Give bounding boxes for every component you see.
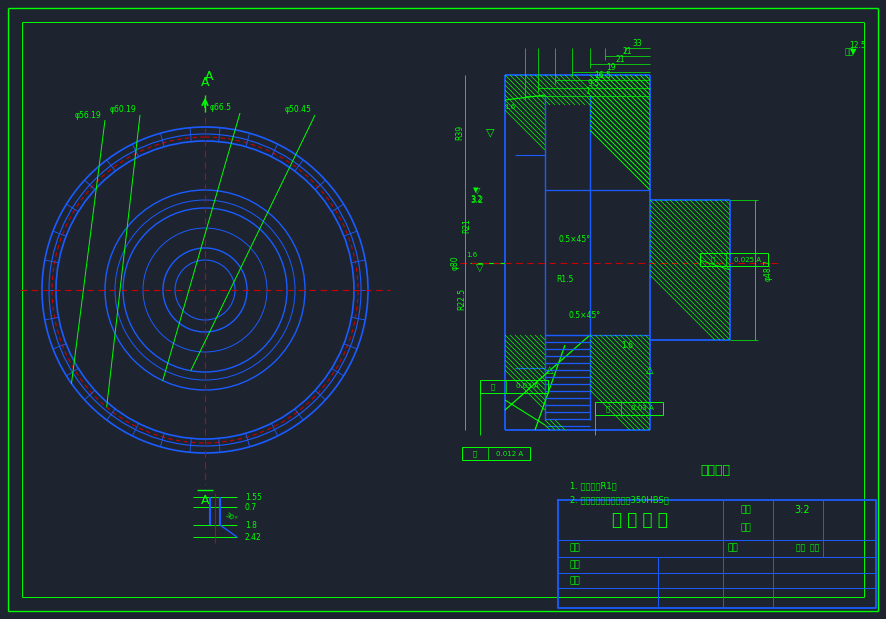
Text: 0.7: 0.7 [245,503,257,511]
Text: R21: R21 [462,219,471,233]
Text: φ80: φ80 [450,256,460,271]
Text: 技术要求: 技术要求 [700,464,730,477]
Text: 审核: 审核 [570,576,580,586]
Text: ⧹: ⧹ [491,383,495,390]
Text: R1.5: R1.5 [556,275,574,285]
Text: 19: 19 [606,63,616,72]
Text: 21: 21 [615,54,625,64]
Text: 共张  第张: 共张 第张 [797,543,820,553]
Text: 9.5: 9.5 [588,79,600,87]
Bar [595,402,663,415]
Text: 0.012 A: 0.012 A [496,451,523,456]
Text: R22.5: R22.5 [457,288,467,310]
Text: ▼: ▼ [850,48,856,56]
Text: 比例: 比例 [741,506,751,514]
Text: 1.55: 1.55 [245,493,262,501]
Text: R39: R39 [455,124,464,139]
Text: φ50.45: φ50.45 [285,105,312,115]
Text: 制图: 制图 [570,543,580,553]
Text: 五 档 齿 轮: 五 档 齿 轮 [612,511,668,529]
Text: A: A [201,76,209,89]
Text: 1.6: 1.6 [466,252,478,258]
Bar [480,380,548,393]
Text: △: △ [547,365,554,375]
Text: φ56.19: φ56.19 [75,111,102,119]
Text: 3.2: 3.2 [470,196,482,204]
Text: 0.03 A: 0.03 A [517,384,539,389]
Text: 1.8: 1.8 [245,521,257,529]
Text: 描图: 描图 [570,560,580,569]
Text: φ48.7: φ48.7 [764,259,773,281]
Text: 2.42: 2.42 [245,532,261,542]
Text: △: △ [646,365,654,375]
Text: 其余: 其余 [845,48,854,56]
Text: 重量: 重量 [728,543,739,553]
Text: 1: 1 [585,87,590,95]
Text: A: A [201,493,209,506]
Text: A: A [205,71,214,84]
Text: 1.6: 1.6 [621,340,633,350]
Text: 1. 未注圆角R1。: 1. 未注圆角R1。 [570,482,617,490]
Text: φ60.19: φ60.19 [110,105,136,115]
Text: ⧹: ⧹ [606,405,610,412]
Text: ▽
3.2: ▽ 3.2 [470,185,484,205]
Text: 12.5: 12.5 [850,40,867,50]
Text: 0.025 A: 0.025 A [734,256,761,262]
Text: 30°: 30° [224,511,238,522]
Text: 0.5×45°: 0.5×45° [569,311,601,319]
Text: φ66.5: φ66.5 [210,103,232,113]
Bar [700,253,768,266]
Text: 0.5×45°: 0.5×45° [559,235,591,245]
Text: 1.6: 1.6 [504,104,516,110]
Text: 3:2: 3:2 [794,505,810,515]
Text: ⧹: ⧹ [711,256,715,263]
Text: 0.03 A: 0.03 A [631,405,654,412]
Text: 33: 33 [633,38,642,48]
Text: ▽: ▽ [477,263,484,273]
Text: ⧹: ⧹ [473,450,477,457]
Text: ▽: ▽ [486,127,494,137]
Text: 16.5: 16.5 [594,71,611,79]
Text: ▼: ▼ [473,187,478,193]
Text: 21: 21 [623,46,633,56]
Bar [462,447,530,460]
Text: 件数: 件数 [741,524,751,532]
Text: 2. 调质处理，齿面硬度为350HBS。: 2. 调质处理，齿面硬度为350HBS。 [570,495,669,504]
